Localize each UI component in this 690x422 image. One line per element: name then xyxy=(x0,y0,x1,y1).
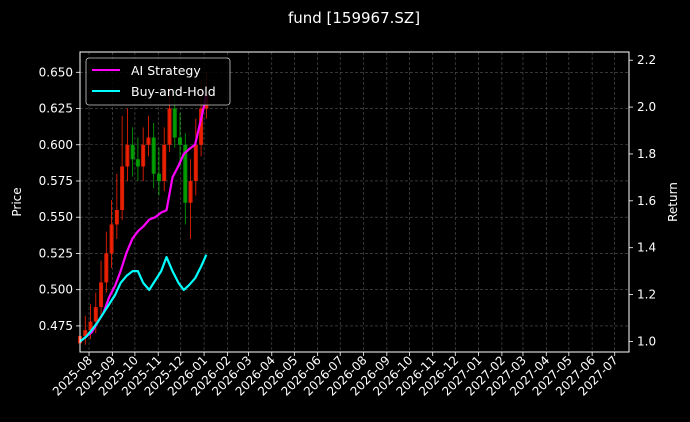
y-right-tick-label: 1.0 xyxy=(637,334,656,348)
legend: AI Strategy Buy-and-Hold xyxy=(85,57,231,106)
candle-body xyxy=(193,144,198,181)
candle-body xyxy=(93,307,98,322)
candle-body xyxy=(114,209,119,225)
y-right-tick-label: 2.0 xyxy=(637,100,656,114)
candle-body xyxy=(135,159,140,167)
candle-body xyxy=(178,137,183,145)
candle-body xyxy=(88,321,93,331)
y-left-tick-label: 0.475 xyxy=(39,319,73,333)
y-left-tick-label: 0.500 xyxy=(39,283,73,297)
left-y-axis: 0.475 0.500 0.525 0.550 0.575 0.600 0.625 0.650 xyxy=(39,65,80,333)
legend-label-ai-strategy: AI Strategy xyxy=(131,63,201,78)
candle-body xyxy=(104,253,109,283)
series-lines xyxy=(79,95,208,343)
candle-body xyxy=(167,108,172,145)
right-y-axis: 1.0 1.2 1.4 1.6 1.8 2.0 2.2 xyxy=(629,53,656,348)
y-left-tick-label: 0.650 xyxy=(39,65,73,79)
y-right-tick-label: 2.2 xyxy=(637,53,656,67)
y-left-tick-label: 0.550 xyxy=(39,210,73,224)
candle-body xyxy=(199,108,204,145)
candle-body xyxy=(83,330,88,337)
candle-body xyxy=(183,144,188,203)
legend-label-buy-and-hold: Buy-and-Hold xyxy=(131,84,216,99)
candle-body xyxy=(99,282,104,308)
right-axis-label: Return xyxy=(666,182,680,222)
candle-body xyxy=(141,144,146,167)
candle-body xyxy=(151,137,156,174)
candle-body xyxy=(172,108,177,138)
candle-body xyxy=(156,173,161,181)
candle-body xyxy=(162,144,167,181)
legend-box xyxy=(85,57,231,106)
candle-body xyxy=(109,224,114,254)
y-left-tick-label: 0.600 xyxy=(39,138,73,152)
chart-title: fund [159967.SZ] xyxy=(288,9,420,27)
candlesticks xyxy=(78,72,209,350)
candle-body xyxy=(130,144,135,160)
y-left-tick-label: 0.525 xyxy=(39,246,73,260)
y-left-tick-label: 0.625 xyxy=(39,102,73,116)
candle-body xyxy=(146,137,151,145)
left-axis-label: Price xyxy=(10,187,24,216)
plot-frame xyxy=(79,51,630,353)
candle-body xyxy=(125,144,130,167)
candle-body xyxy=(188,180,193,203)
y-right-tick-label: 1.2 xyxy=(637,288,656,302)
buy-and-hold-line xyxy=(79,254,208,343)
y-right-tick-label: 1.6 xyxy=(637,194,656,208)
y-left-tick-label: 0.575 xyxy=(39,174,73,188)
candle-body xyxy=(120,166,125,210)
y-right-tick-label: 1.4 xyxy=(637,241,656,255)
y-right-tick-label: 1.8 xyxy=(637,147,656,161)
